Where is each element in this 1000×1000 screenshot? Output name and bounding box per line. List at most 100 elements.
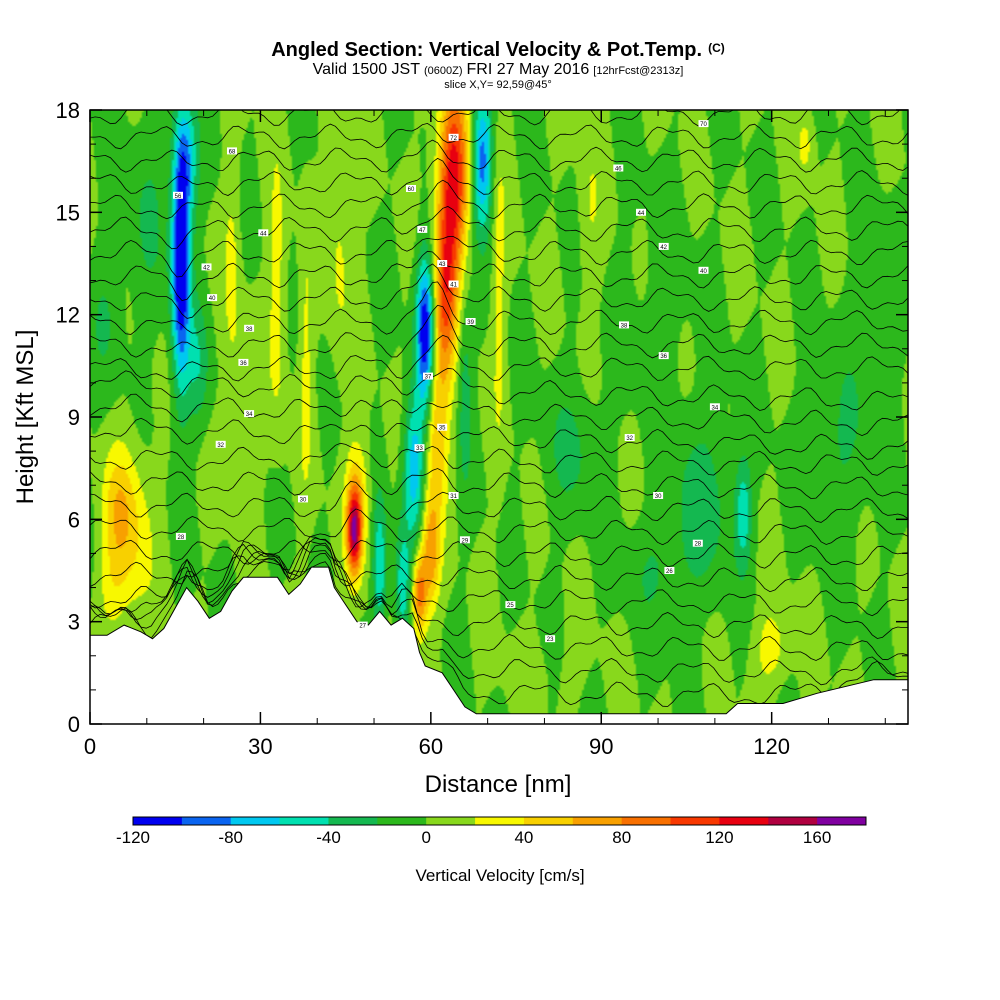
theta-label-text: 28 xyxy=(694,542,701,548)
x-tick-label: 60 xyxy=(419,734,443,759)
colorbar-tick-label: 120 xyxy=(705,828,733,847)
theta-label: 28 xyxy=(692,539,703,548)
x-tick-label: 90 xyxy=(589,734,613,759)
theta-label: 46 xyxy=(613,164,624,173)
colorbar-swatch xyxy=(377,817,427,825)
theta-label: 28 xyxy=(175,532,186,541)
theta-label-bg xyxy=(298,495,308,503)
theta-label-bg xyxy=(227,147,237,155)
theta-label: 36 xyxy=(238,358,249,367)
theta-label-bg xyxy=(698,266,709,274)
theta-label-bg xyxy=(258,229,269,237)
subtitle-utc: (0600Z) xyxy=(424,65,463,77)
theta-label-text: 35 xyxy=(439,426,446,432)
x-axis-label: Distance [nm] xyxy=(425,771,572,798)
theta-contour xyxy=(90,122,908,150)
theta-label: 30 xyxy=(298,495,308,503)
theta-contour xyxy=(90,561,908,707)
colorbar-swatch xyxy=(133,817,183,825)
theta-contour xyxy=(90,206,908,250)
theta-label-text: 39 xyxy=(467,320,474,326)
theta-label: 32 xyxy=(624,434,635,442)
theta-label-text: 47 xyxy=(419,228,426,234)
theta-label-text: 44 xyxy=(638,211,645,217)
subtitle-forecast: [12hrFcst@2313z] xyxy=(593,65,683,77)
theta-contour xyxy=(90,334,908,382)
theta-label: 29 xyxy=(459,536,470,544)
y-tick-label: 0 xyxy=(68,712,80,737)
colorbar-swatch xyxy=(670,817,720,825)
theta-label: 35 xyxy=(437,423,448,432)
terrain-mask xyxy=(90,566,908,724)
subtitle-date: FRI 27 May 2016 xyxy=(467,61,590,78)
colorbar-swatch xyxy=(621,817,671,825)
theta-label: 31 xyxy=(448,492,459,500)
theta-label-text: 41 xyxy=(450,283,457,289)
theta-label-bg xyxy=(465,318,476,325)
theta-label: 40 xyxy=(698,266,709,275)
theta-label-text: 26 xyxy=(666,569,673,575)
colorbar-swatch xyxy=(328,817,378,825)
theta-label-text: 60 xyxy=(408,187,415,193)
theta-label-text: 34 xyxy=(712,405,719,411)
theta-label-bg xyxy=(448,133,459,141)
colorbar-swatch xyxy=(817,817,867,825)
theta-label-bg xyxy=(505,601,516,609)
theta-label: 68 xyxy=(227,147,237,155)
theta-label-text: 25 xyxy=(507,603,514,609)
theta-contour xyxy=(90,539,908,569)
slice-label: slice X,Y= 92,59@45° xyxy=(444,79,552,91)
colorbar-tick-label: 160 xyxy=(803,828,831,847)
colorbar-tick-label: 0 xyxy=(421,828,430,847)
theta-contour xyxy=(90,417,908,460)
theta-contour xyxy=(90,536,908,617)
colorbar-swatch xyxy=(768,817,818,825)
theta-label-text: 42 xyxy=(660,245,667,251)
potential-temperature-labels: 68 56 44 42 40 38 36 34 32 30 28 72 60 47 43 41 39 37 35 33… xyxy=(173,120,720,643)
colorbar-swatch xyxy=(719,817,769,825)
theta-label: 38 xyxy=(244,324,255,333)
y-tick-label: 12 xyxy=(56,303,80,328)
theta-label: 33 xyxy=(414,444,425,452)
theta-label: 34 xyxy=(709,403,720,411)
colorbar: -120 -80 -40 0 40 80 120 160 xyxy=(116,816,867,847)
theta-label-bg xyxy=(692,539,703,547)
colorbar-swatch xyxy=(181,817,232,825)
colorbar-swatch xyxy=(230,817,280,825)
theta-label-text: 40 xyxy=(700,269,707,275)
theta-label-text: 46 xyxy=(615,167,622,173)
theta-label-bg xyxy=(406,185,416,192)
theta-label: 72 xyxy=(448,133,459,142)
theta-label-bg xyxy=(448,280,459,288)
theta-label: 36 xyxy=(658,352,669,360)
colorbar-frame xyxy=(132,816,867,826)
theta-label: 32 xyxy=(215,440,226,449)
theta-label-bg xyxy=(173,191,183,199)
theta-label: 27 xyxy=(357,621,368,630)
colorbar-tick-label: -80 xyxy=(218,828,243,847)
theta-label-text: 28 xyxy=(178,535,185,541)
colorbar-tick-label: -40 xyxy=(316,828,341,847)
potential-temperature-contours xyxy=(90,110,908,707)
theta-label-bg xyxy=(244,324,255,332)
theta-label-bg xyxy=(658,242,669,250)
theta-label-bg xyxy=(613,164,624,172)
plot-area: 68 56 44 42 40 38 36 34 32 30 28 72 60 47 43 41 39 37 35 33… xyxy=(90,110,908,724)
x-tick-label: 30 xyxy=(248,734,272,759)
theta-label-text: 23 xyxy=(547,637,554,643)
theta-label: 30 xyxy=(653,492,664,500)
theta-label-bg xyxy=(201,263,212,271)
y-axis-label: Height [Kft MSL] xyxy=(12,330,39,505)
title-tag: (C) xyxy=(708,41,725,55)
theta-label: 56 xyxy=(173,191,183,200)
theta-label-bg xyxy=(448,492,459,499)
colorbar-swatch xyxy=(475,817,525,825)
theta-label: 43 xyxy=(437,260,448,268)
theta-label-bg xyxy=(459,536,470,544)
theta-contour xyxy=(90,393,908,437)
theta-contour xyxy=(90,157,908,196)
theta-label-bg xyxy=(709,403,720,411)
y-tick-label: 3 xyxy=(68,610,80,635)
theta-label-text: 32 xyxy=(217,443,224,449)
